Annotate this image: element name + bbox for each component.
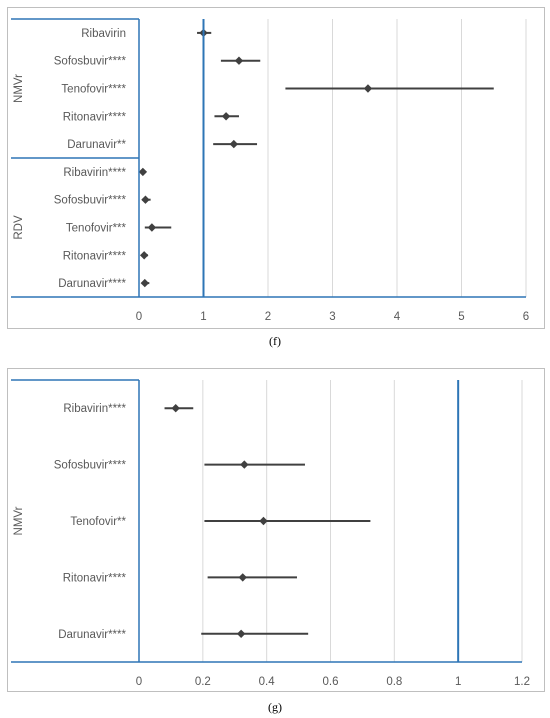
category-label: Darunavir****	[58, 278, 126, 290]
estimate-marker	[147, 223, 157, 232]
estimate-marker	[171, 404, 180, 413]
estimate-marker	[240, 460, 249, 469]
panel-caption-g: (g)	[268, 700, 282, 714]
x-tick-label: 0.8	[386, 676, 402, 688]
estimate-marker	[139, 251, 149, 260]
group-label: NMVr	[13, 506, 25, 535]
forest-plot-g-svg: 0 0.2 0.4 0.6 0.8 1 1.2 NMVr Ribavirin**** Sofosb…	[11, 379, 530, 688]
category-label: Sofosbuvir****	[54, 195, 127, 207]
category-label: Ritonavir****	[63, 572, 127, 584]
x-tick-label: 2	[265, 311, 271, 323]
x-tick-label: 0.2	[195, 676, 211, 688]
x-tick-label: 5	[458, 311, 464, 323]
category-label: Ribavirin****	[63, 167, 126, 179]
x-tick-label: 1	[200, 311, 206, 323]
category-label: Ritonavir****	[63, 250, 127, 262]
x-tick-label: 0	[136, 311, 142, 323]
category-label: Darunavir****	[58, 629, 126, 641]
estimate-marker	[363, 84, 373, 93]
estimate-marker	[234, 56, 244, 65]
estimate-marker	[140, 278, 150, 288]
x-tick-label: 3	[329, 311, 335, 323]
x-tick-label: 0.6	[323, 676, 339, 688]
x-tick-label: 4	[394, 311, 401, 323]
x-tick-label: 6	[523, 311, 529, 323]
x-tick-label: 1.2	[514, 676, 530, 688]
estimate-marker	[238, 573, 247, 582]
category-label: Sofosbuvir****	[54, 460, 127, 472]
x-tick-label: 1	[455, 676, 461, 688]
estimate-marker	[141, 195, 150, 204]
group-label: RDV	[13, 215, 25, 240]
estimate-marker	[229, 139, 239, 149]
estimate-marker	[236, 629, 246, 638]
panel-caption-f: (f)	[269, 334, 281, 348]
category-label: Ritonavir****	[63, 111, 127, 123]
group-label: NMVr	[13, 74, 25, 103]
estimate-marker	[138, 167, 148, 177]
category-label: Tenofovir****	[61, 84, 126, 96]
x-tick-label: 0	[136, 676, 142, 688]
category-label: Darunavir**	[67, 139, 126, 151]
category-label: Sofosbuvir****	[54, 56, 127, 68]
category-label: Tenofovir**	[70, 516, 126, 528]
forest-plot-g: 0 0.2 0.4 0.6 0.8 1 1.2 NMVr Ribavirin**** Sofosb…	[7, 368, 545, 692]
category-label: Ribavirin	[81, 28, 126, 40]
category-label: Ribavirin****	[63, 403, 126, 415]
estimate-marker	[259, 516, 268, 526]
x-tick-label: 0.4	[259, 676, 276, 688]
category-label: Tenofovir***	[66, 223, 127, 235]
forest-plot-f-svg: 0 1 2 3 4 5 6 NMVr Ribavirin Sofosbuvir**** Tenofo…	[11, 18, 529, 323]
estimate-marker	[221, 112, 231, 121]
forest-plot-f: 0 1 2 3 4 5 6 NMVr Ribavirin Sofosbuvir**** Tenofo…	[7, 7, 545, 329]
